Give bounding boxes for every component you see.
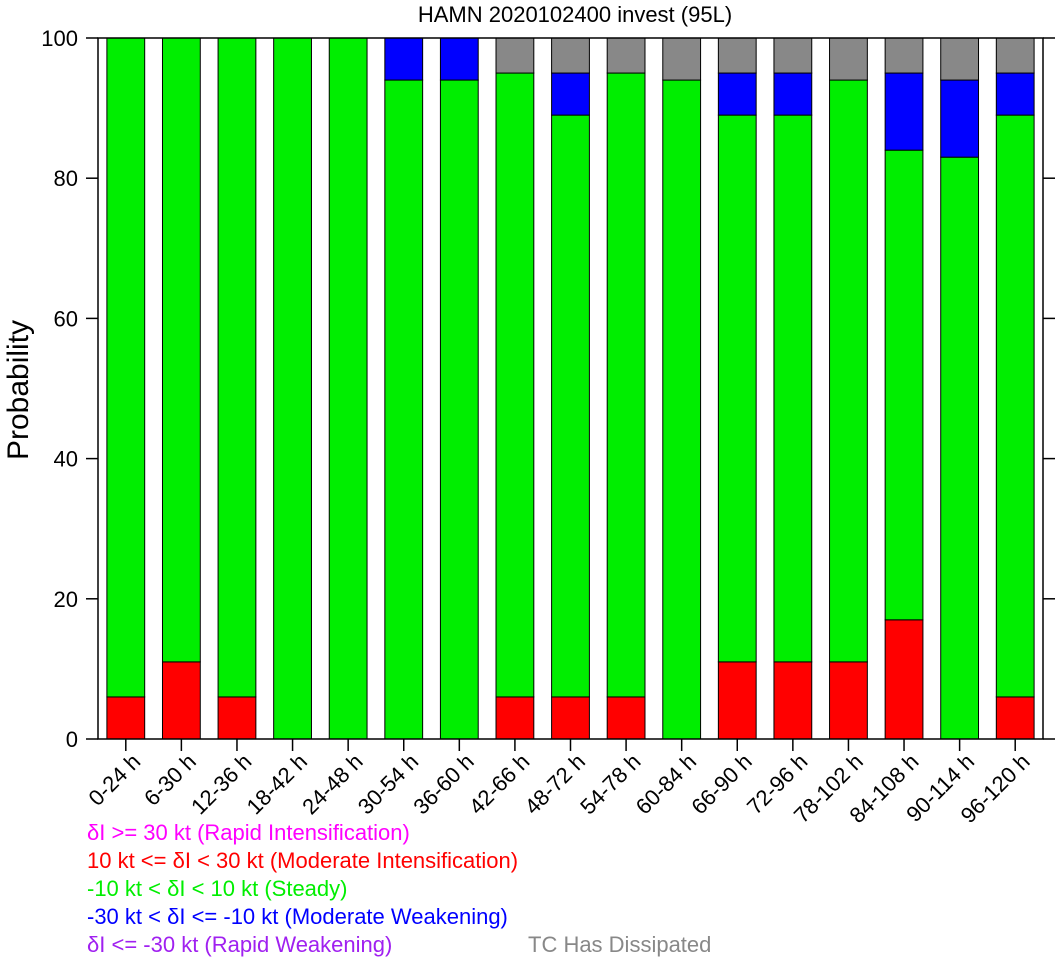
bar-segment-66-90-h-series-5 [717, 37, 757, 74]
bar-segment-54-78-h-series-1 [606, 696, 646, 740]
y-tick-label: 60 [54, 306, 78, 331]
bar-segment-48-72-h-series-2 [551, 114, 590, 698]
bar-segment-60-84-h-series-2 [662, 79, 702, 740]
x-tick-label: 18-42 h [242, 749, 312, 819]
bar-segment-84-108-h-series-1 [884, 619, 924, 740]
bar-segment-48-72-h-series-1 [551, 696, 590, 740]
bar-segment-72-96-h-series-2 [773, 114, 813, 663]
bar-segment-96-120-h-series-2 [995, 114, 1035, 698]
bar-segment-12-36-h-series-1 [217, 696, 257, 740]
legend: δI >= 30 kt (Rapid Intensification) 10 k… [87, 820, 1047, 960]
bar-segment-6-30-h-series-1 [161, 661, 201, 740]
bar-segment-78-102-h-series-5 [829, 37, 868, 81]
x-tick-label: 54-78 h [575, 749, 645, 819]
legend-moderate-weakening: -30 kt < δI <= -10 kt (Moderate Weakenin… [87, 904, 508, 929]
bar-segment-36-60-h-series-3 [439, 37, 479, 81]
bar-segment-90-114-h-series-2 [940, 156, 980, 740]
bar-segment-0-24-h-series-1 [106, 696, 146, 740]
y-tick-label: 20 [54, 587, 78, 612]
bar-segment-6-30-h-series-2 [161, 37, 201, 663]
legend-tc-dissipated: TC Has Dissipated [528, 932, 712, 957]
bar-segment-42-66-h-series-5 [495, 37, 535, 74]
x-tick-label: 24-48 h [297, 749, 367, 819]
bars-group [106, 37, 1035, 740]
x-tick-label: 60-84 h [631, 749, 701, 819]
bar-segment-90-114-h-series-3 [940, 79, 980, 158]
x-tick-label: 30-54 h [353, 749, 423, 819]
bar-segment-84-108-h-series-3 [884, 72, 924, 151]
x-tick-label: 0-24 h [84, 749, 146, 811]
legend-rapid-intensification: δI >= 30 kt (Rapid Intensification) [87, 820, 410, 845]
y-tick-label: 0 [66, 727, 78, 752]
bar-segment-54-78-h-series-2 [606, 72, 646, 698]
bar-segment-78-102-h-series-1 [829, 661, 868, 740]
y-axis-label: Probability [2, 320, 35, 460]
x-tick-label: 66-90 h [686, 749, 756, 819]
legend-steady: -10 kt < δI < 10 kt (Steady) [87, 876, 348, 901]
bar-segment-84-108-h-series-5 [884, 37, 924, 74]
legend-moderate-intensification: 10 kt <= δI < 30 kt (Moderate Intensific… [87, 848, 519, 873]
chart-title: HAMN 2020102400 invest (95L) [418, 2, 732, 27]
x-tick-label: 12-36 h [186, 749, 256, 819]
bar-segment-18-42-h-series-2 [273, 37, 312, 740]
bar-segment-72-96-h-series-5 [773, 37, 813, 74]
bar-segment-36-60-h-series-2 [439, 79, 479, 740]
y-tick-label: 40 [54, 447, 78, 472]
bar-segment-72-96-h-series-1 [773, 661, 813, 740]
bar-segment-60-84-h-series-5 [662, 37, 702, 81]
y-tick-label: 80 [54, 166, 78, 191]
x-tick-label: 42-66 h [464, 749, 534, 819]
bar-segment-96-120-h-series-5 [995, 37, 1035, 74]
bar-segment-96-120-h-series-1 [995, 696, 1035, 740]
bar-segment-12-36-h-series-2 [217, 37, 257, 698]
x-tick-label: 48-72 h [520, 749, 590, 819]
bar-segment-96-120-h-series-3 [995, 72, 1035, 116]
bar-segment-24-48-h-series-2 [328, 37, 368, 740]
bar-segment-54-78-h-series-5 [606, 37, 646, 74]
y-tick-label: 100 [41, 26, 78, 51]
bar-segment-84-108-h-series-2 [884, 149, 924, 621]
bar-segment-78-102-h-series-2 [829, 79, 868, 663]
bar-segment-30-54-h-series-2 [384, 79, 424, 740]
bar-segment-66-90-h-series-3 [717, 72, 757, 116]
bar-segment-72-96-h-series-3 [773, 72, 813, 116]
bar-segment-42-66-h-series-2 [495, 72, 535, 698]
x-tick-label: 36-60 h [408, 749, 478, 819]
bar-segment-48-72-h-series-3 [551, 72, 590, 116]
legend-rapid-weakening: δI <= -30 kt (Rapid Weakening) [87, 932, 393, 957]
bar-segment-66-90-h-series-2 [717, 114, 757, 663]
bar-segment-48-72-h-series-5 [551, 37, 590, 74]
bar-segment-90-114-h-series-5 [940, 37, 980, 81]
bar-segment-0-24-h-series-2 [106, 37, 146, 698]
bar-segment-42-66-h-series-1 [495, 696, 535, 740]
bar-segment-30-54-h-series-3 [384, 37, 424, 81]
bar-segment-66-90-h-series-1 [717, 661, 757, 740]
